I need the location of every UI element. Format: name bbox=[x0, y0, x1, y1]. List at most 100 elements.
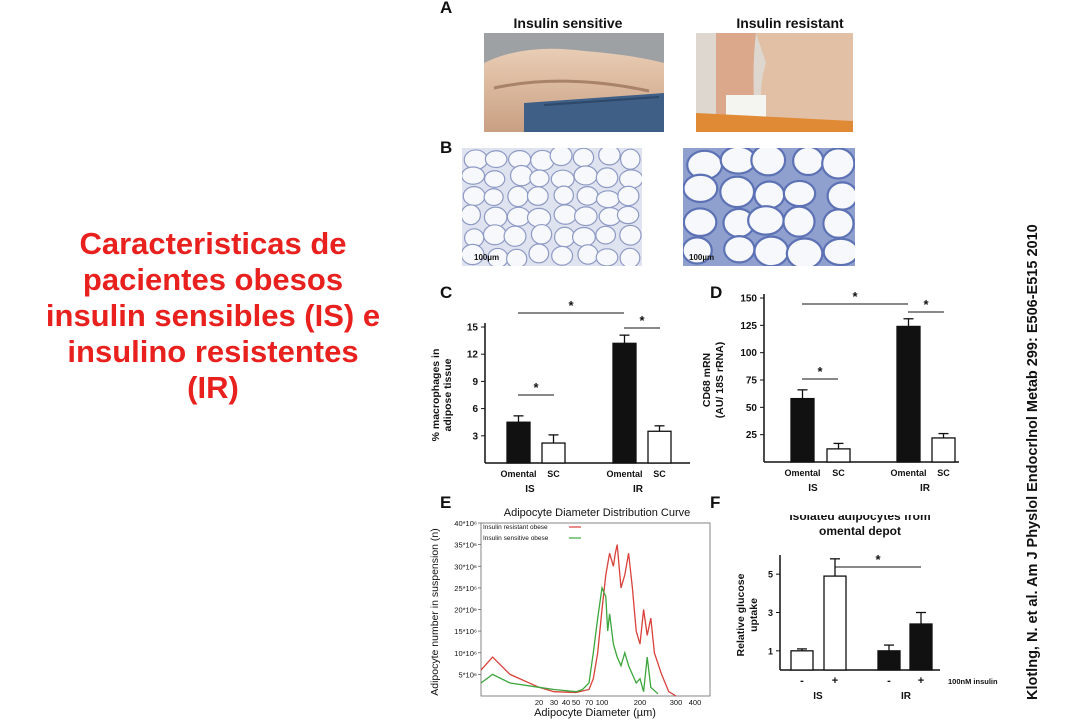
series-line bbox=[480, 585, 659, 695]
plot-area bbox=[480, 522, 711, 697]
adipocyte-cell bbox=[782, 179, 817, 208]
adipocyte-cell bbox=[553, 204, 578, 225]
histology-insulin-sensitive bbox=[462, 148, 642, 266]
significance-marker: * bbox=[639, 313, 645, 328]
title-line-2: pacientes obesos bbox=[82, 262, 344, 297]
adipocyte-cell bbox=[551, 245, 574, 266]
adipocyte-cell bbox=[595, 225, 617, 245]
adipocyte-cell bbox=[821, 148, 855, 180]
adipocyte-cell bbox=[822, 208, 855, 239]
adipocyte-cell bbox=[553, 226, 576, 248]
adipocyte-cell bbox=[683, 236, 713, 265]
category-label: + bbox=[918, 675, 924, 687]
adipocyte-cell bbox=[573, 165, 598, 186]
x-tick-label: 20 bbox=[535, 698, 543, 707]
adipocyte-cell bbox=[619, 148, 641, 170]
adipocyte-cell bbox=[719, 175, 756, 209]
adipocyte-cell bbox=[619, 247, 641, 266]
adipocyte-cell bbox=[595, 190, 621, 209]
x-tick-label: 300 bbox=[670, 698, 683, 707]
photo-label-resistant: Insulin resistant bbox=[736, 15, 844, 31]
bar bbox=[790, 650, 814, 671]
significance-marker: * bbox=[533, 380, 539, 395]
y-tick-label: 40*10⁶ bbox=[454, 519, 477, 528]
adipocyte-cell bbox=[683, 207, 718, 238]
adipocyte-cell bbox=[618, 169, 642, 189]
chart-title: Isolated adipocytes from bbox=[789, 515, 930, 523]
significance-marker: * bbox=[923, 297, 929, 312]
x-tick-label: 200 bbox=[634, 698, 647, 707]
y-tick-label: 150 bbox=[740, 294, 757, 305]
legend-label: Insulin resistant obese bbox=[483, 524, 548, 531]
title-line-5: (IR) bbox=[187, 370, 239, 405]
adipocyte-cell bbox=[463, 149, 489, 171]
adipocyte-cell bbox=[576, 185, 599, 206]
y-tick-label: 125 bbox=[740, 321, 757, 332]
significance-marker: * bbox=[817, 364, 823, 379]
y-tick-label: 15*10⁶ bbox=[454, 627, 477, 636]
y-tick-label: 5 bbox=[768, 570, 773, 580]
y-tick-label: 1 bbox=[768, 646, 773, 656]
x-tick-label: 30 bbox=[550, 698, 558, 707]
title-line-4: insulino resistentes bbox=[67, 334, 359, 369]
histology-insulin-resistant bbox=[683, 148, 855, 266]
adipocyte-cell bbox=[462, 186, 486, 207]
adipocyte-cell bbox=[782, 205, 816, 238]
adipocyte-cell bbox=[549, 148, 573, 167]
y-tick-label: 30*10⁶ bbox=[454, 562, 477, 571]
y-axis-label: Adipocyte number in suspension (n) bbox=[429, 528, 441, 696]
citation: Klotlng, N. et al. Am J Physlol Endocrln… bbox=[1025, 224, 1041, 700]
y-axis-label: CD68 mRN bbox=[701, 353, 713, 407]
title-line-1: Caracteristicas de bbox=[79, 226, 347, 261]
y-axis-label: adipose tissue bbox=[442, 358, 454, 431]
x-tick-label: 40 bbox=[562, 698, 570, 707]
legend-label: Insulin sensitive obese bbox=[483, 535, 549, 542]
chart-title: Adipocyte Diameter Distribution Curve bbox=[504, 507, 690, 519]
chart-c-macrophages: 3 6 9 12 15 Omental SC Omental SC IS IR % macrophag… bbox=[430, 298, 690, 495]
adipocyte-cell bbox=[822, 237, 855, 266]
x-axis-label: Adipocyte Diameter (µm) bbox=[534, 707, 656, 719]
y-tick-label: 9 bbox=[472, 377, 478, 388]
y-tick-label: 35*10⁶ bbox=[454, 541, 477, 550]
scale-bar-sensitive: 100µm bbox=[474, 253, 500, 262]
adipocyte-cell bbox=[462, 243, 485, 266]
adipocyte-cell bbox=[505, 248, 528, 266]
panel-c-letter: C bbox=[440, 283, 453, 302]
adipocyte-cell bbox=[750, 148, 787, 177]
y-tick-label: 12 bbox=[467, 350, 479, 361]
adipocyte-cell bbox=[598, 148, 621, 166]
bar bbox=[931, 437, 956, 463]
adipocyte-cell bbox=[753, 235, 790, 266]
adipocyte-cell bbox=[529, 169, 550, 188]
x-tick-label: 50 bbox=[572, 698, 580, 707]
adipocyte-cell bbox=[753, 180, 786, 210]
y-tick-label: 5*10⁶ bbox=[458, 670, 477, 679]
title-line-3: insulin sensibles (IS) e bbox=[45, 298, 381, 333]
chart-e-adipocyte-distribution: Adipocyte Diameter Distribution Curve 20 3… bbox=[429, 507, 711, 719]
category-label: SC bbox=[653, 469, 666, 479]
adipocyte-cell bbox=[572, 148, 595, 168]
category-label: SC bbox=[832, 468, 845, 478]
adipocyte-cell bbox=[573, 206, 598, 227]
adipocyte-cell bbox=[595, 167, 619, 189]
group-label: IS bbox=[525, 484, 535, 495]
y-tick-label: 3 bbox=[472, 431, 478, 442]
adipocyte-cell bbox=[482, 224, 507, 246]
adipocyte-cell bbox=[595, 248, 619, 266]
adipocyte-cell bbox=[577, 244, 599, 265]
category-label: Omental bbox=[890, 468, 926, 478]
adipocyte-cell bbox=[483, 206, 508, 228]
adipocyte-cell bbox=[616, 205, 640, 225]
category-label: SC bbox=[937, 468, 950, 478]
adipocyte-cell bbox=[506, 206, 531, 227]
bar bbox=[506, 421, 531, 464]
photo-insulin-sensitive bbox=[484, 33, 664, 132]
bar bbox=[647, 430, 672, 464]
adipocyte-cell bbox=[785, 237, 824, 266]
adipocyte-cell bbox=[723, 234, 756, 264]
x-tick-label: 400 bbox=[689, 698, 702, 707]
adipocyte-cell bbox=[826, 181, 855, 211]
adipocyte-cell bbox=[503, 225, 527, 247]
y-tick-label: 15 bbox=[467, 323, 479, 334]
